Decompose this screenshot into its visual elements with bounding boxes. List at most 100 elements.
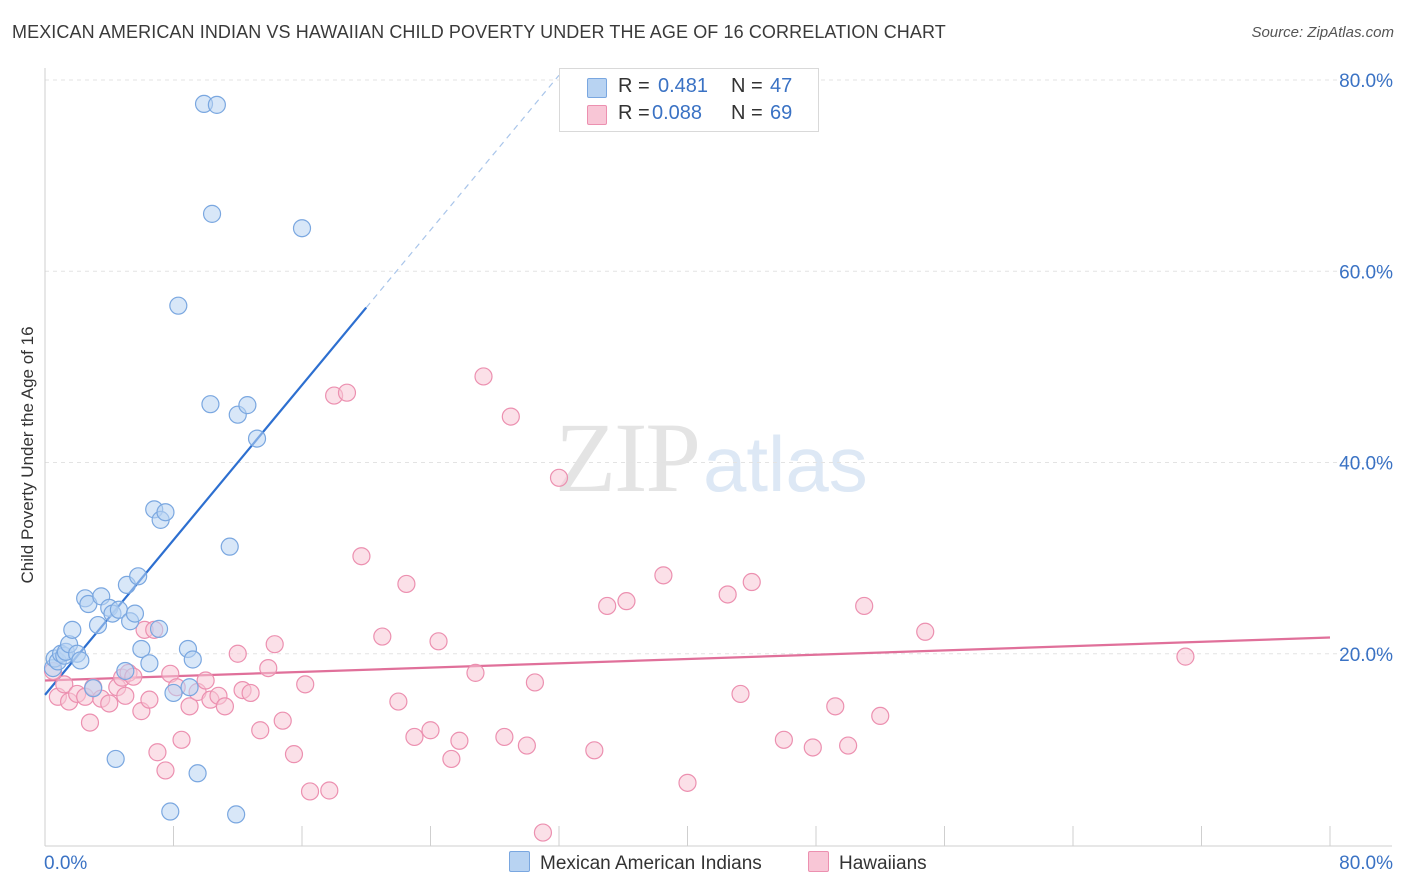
point-hawaiian <box>405 727 424 747</box>
bottom-legend-swatch-blue <box>509 851 530 872</box>
point-mexican <box>116 661 135 681</box>
point-hawaiian <box>172 730 191 749</box>
point-hawaiian <box>731 684 750 704</box>
point-hawaiian <box>450 731 469 750</box>
point-hawaiian <box>251 721 270 740</box>
legend-r-label: R = <box>618 102 650 124</box>
point-hawaiian <box>337 383 357 402</box>
point-mexican <box>132 639 151 659</box>
point-mexican <box>227 805 246 824</box>
point-hawaiian <box>718 585 737 604</box>
point-mexican <box>202 204 222 223</box>
point-hawaiian <box>585 741 604 760</box>
point-hawaiian <box>228 644 247 663</box>
point-mexican <box>180 678 199 697</box>
legend-n-label: N = <box>731 102 763 124</box>
point-mexican <box>125 604 145 623</box>
point-hawaiian <box>180 697 199 716</box>
point-hawaiian <box>140 690 159 709</box>
point-mexican <box>161 802 180 821</box>
legend-n-value: 47 <box>770 75 793 97</box>
point-mexican <box>140 654 159 673</box>
trend-line-hawaiian <box>44 636 1331 682</box>
point-hawaiian <box>100 694 119 713</box>
legend: R = 0.481 N = 47 R = 0.088 N = 69 <box>559 68 819 132</box>
point-mexican <box>183 650 202 669</box>
legend-n-label: N = <box>731 75 763 97</box>
point-hawaiian <box>215 697 234 716</box>
point-mexican <box>63 620 82 639</box>
legend-swatch-pink <box>587 105 607 125</box>
legend-r-value: 0.481 <box>658 75 709 97</box>
point-mexican <box>149 619 169 638</box>
point-hawaiian <box>916 622 935 641</box>
point-hawaiian <box>855 596 874 616</box>
point-hawaiian <box>466 663 485 682</box>
point-hawaiian <box>296 675 315 694</box>
point-hawaiian <box>148 743 167 762</box>
point-mexican <box>164 683 183 703</box>
point-hawaiian <box>654 566 673 585</box>
points <box>43 94 1195 842</box>
point-mexican <box>129 567 148 586</box>
point-hawaiian <box>55 675 74 694</box>
trend-lines <box>44 74 1331 696</box>
point-mexican <box>207 95 226 114</box>
point-hawaiian <box>389 692 408 711</box>
point-hawaiian <box>495 727 514 747</box>
point-mexican <box>238 396 257 415</box>
point-hawaiian <box>196 671 215 690</box>
point-hawaiian <box>533 823 553 842</box>
point-hawaiian <box>1176 647 1195 666</box>
point-hawaiian <box>678 773 697 792</box>
point-hawaiian <box>284 745 304 764</box>
point-hawaiian <box>273 711 292 730</box>
bottom-legend-label: Hawaiians <box>839 853 927 874</box>
point-hawaiian <box>300 782 320 801</box>
point-hawaiian <box>598 596 617 616</box>
point-mexican <box>84 679 103 698</box>
point-hawaiian <box>80 713 100 732</box>
point-hawaiian <box>421 721 440 740</box>
point-mexican <box>220 537 239 556</box>
y-tick-label: 40.0% <box>1339 454 1393 475</box>
point-mexican <box>88 615 108 635</box>
y-axis-label: Child Poverty Under the Age of 16 <box>18 326 37 584</box>
bottom-legend-swatch-pink <box>808 851 829 872</box>
y-tick-label: 60.0% <box>1339 262 1393 283</box>
legend-r-value: 0.088 <box>652 102 703 124</box>
point-hawaiian <box>373 627 392 646</box>
point-hawaiian <box>116 686 135 705</box>
bottom-legend-label: Mexican American Indians <box>540 853 762 874</box>
legend-swatch-blue <box>587 78 607 98</box>
point-mexican <box>71 651 90 670</box>
legend-row-blue: R = 0.481 N = 47 <box>560 75 818 101</box>
grid <box>45 79 1392 655</box>
axes <box>44 68 1392 847</box>
point-hawaiian <box>501 407 520 426</box>
point-hawaiian <box>803 738 822 757</box>
point-mexican <box>247 429 267 448</box>
point-hawaiian <box>397 574 416 594</box>
bottom-legend-item-mexican: Mexican American Indians <box>509 851 762 875</box>
legend-row-pink: R = 0.088 N = 69 <box>560 102 818 128</box>
point-hawaiian <box>265 635 284 654</box>
legend-r-label: R = <box>618 75 650 97</box>
trend-line-mexican <box>44 306 368 696</box>
point-hawaiian <box>429 632 448 651</box>
point-hawaiian <box>742 572 761 592</box>
point-hawaiian <box>549 468 569 487</box>
point-hawaiian <box>352 547 371 566</box>
point-hawaiian <box>259 658 278 678</box>
y-tick-label: 80.0% <box>1339 71 1393 92</box>
point-hawaiian <box>871 706 890 726</box>
point-mexican <box>169 296 188 315</box>
bottom-legend-item-hawaiian: Hawaiians <box>808 851 927 875</box>
tick-labels: 20.0% 40.0% 60.0% 80.0% 0.0% 80.0% <box>44 71 1393 874</box>
point-hawaiian <box>826 697 845 716</box>
y-tick-label: 20.0% <box>1339 645 1393 666</box>
point-hawaiian <box>474 367 493 386</box>
point-hawaiian <box>156 761 175 780</box>
point-mexican <box>292 219 312 238</box>
